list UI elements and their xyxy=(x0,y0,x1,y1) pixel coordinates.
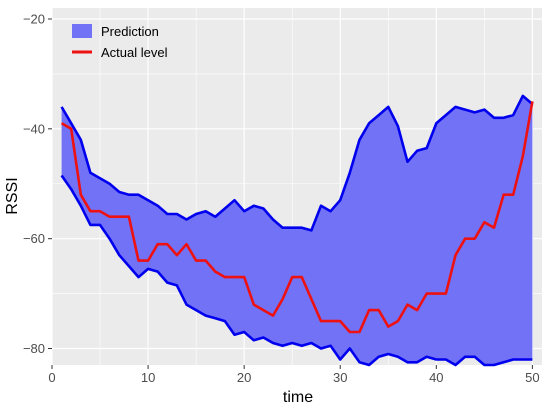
actual-level-line xyxy=(60,101,534,334)
legend-label-prediction: Prediction xyxy=(101,24,159,39)
y-tick-label: −20 xyxy=(23,11,45,26)
legend-label-actual-level: Actual level xyxy=(101,45,168,60)
x-tick-label: 20 xyxy=(237,370,251,385)
x-tick-label: 10 xyxy=(141,370,155,385)
legend: Prediction Actual level xyxy=(72,24,168,60)
x-tick-label: 40 xyxy=(429,370,443,385)
prediction-ribbon xyxy=(61,95,533,366)
series-layer xyxy=(60,94,534,367)
y-tick-label: −60 xyxy=(23,231,45,246)
y-tick-label: −80 xyxy=(23,341,45,356)
x-axis: 0 10 20 30 40 50 xyxy=(48,365,540,385)
prediction-upper-line xyxy=(60,94,534,232)
legend-key-prediction xyxy=(72,24,92,38)
prediction-lower-line xyxy=(60,174,533,367)
x-tick-label: 50 xyxy=(525,370,539,385)
y-axis-title: RSSI xyxy=(4,177,21,214)
x-axis-title: time xyxy=(283,389,313,406)
x-tick-label: 30 xyxy=(333,370,347,385)
x-tick-label: 0 xyxy=(48,370,55,385)
y-axis: −80 −60 −40 −20 xyxy=(23,11,52,356)
y-tick-label: −40 xyxy=(23,121,45,136)
